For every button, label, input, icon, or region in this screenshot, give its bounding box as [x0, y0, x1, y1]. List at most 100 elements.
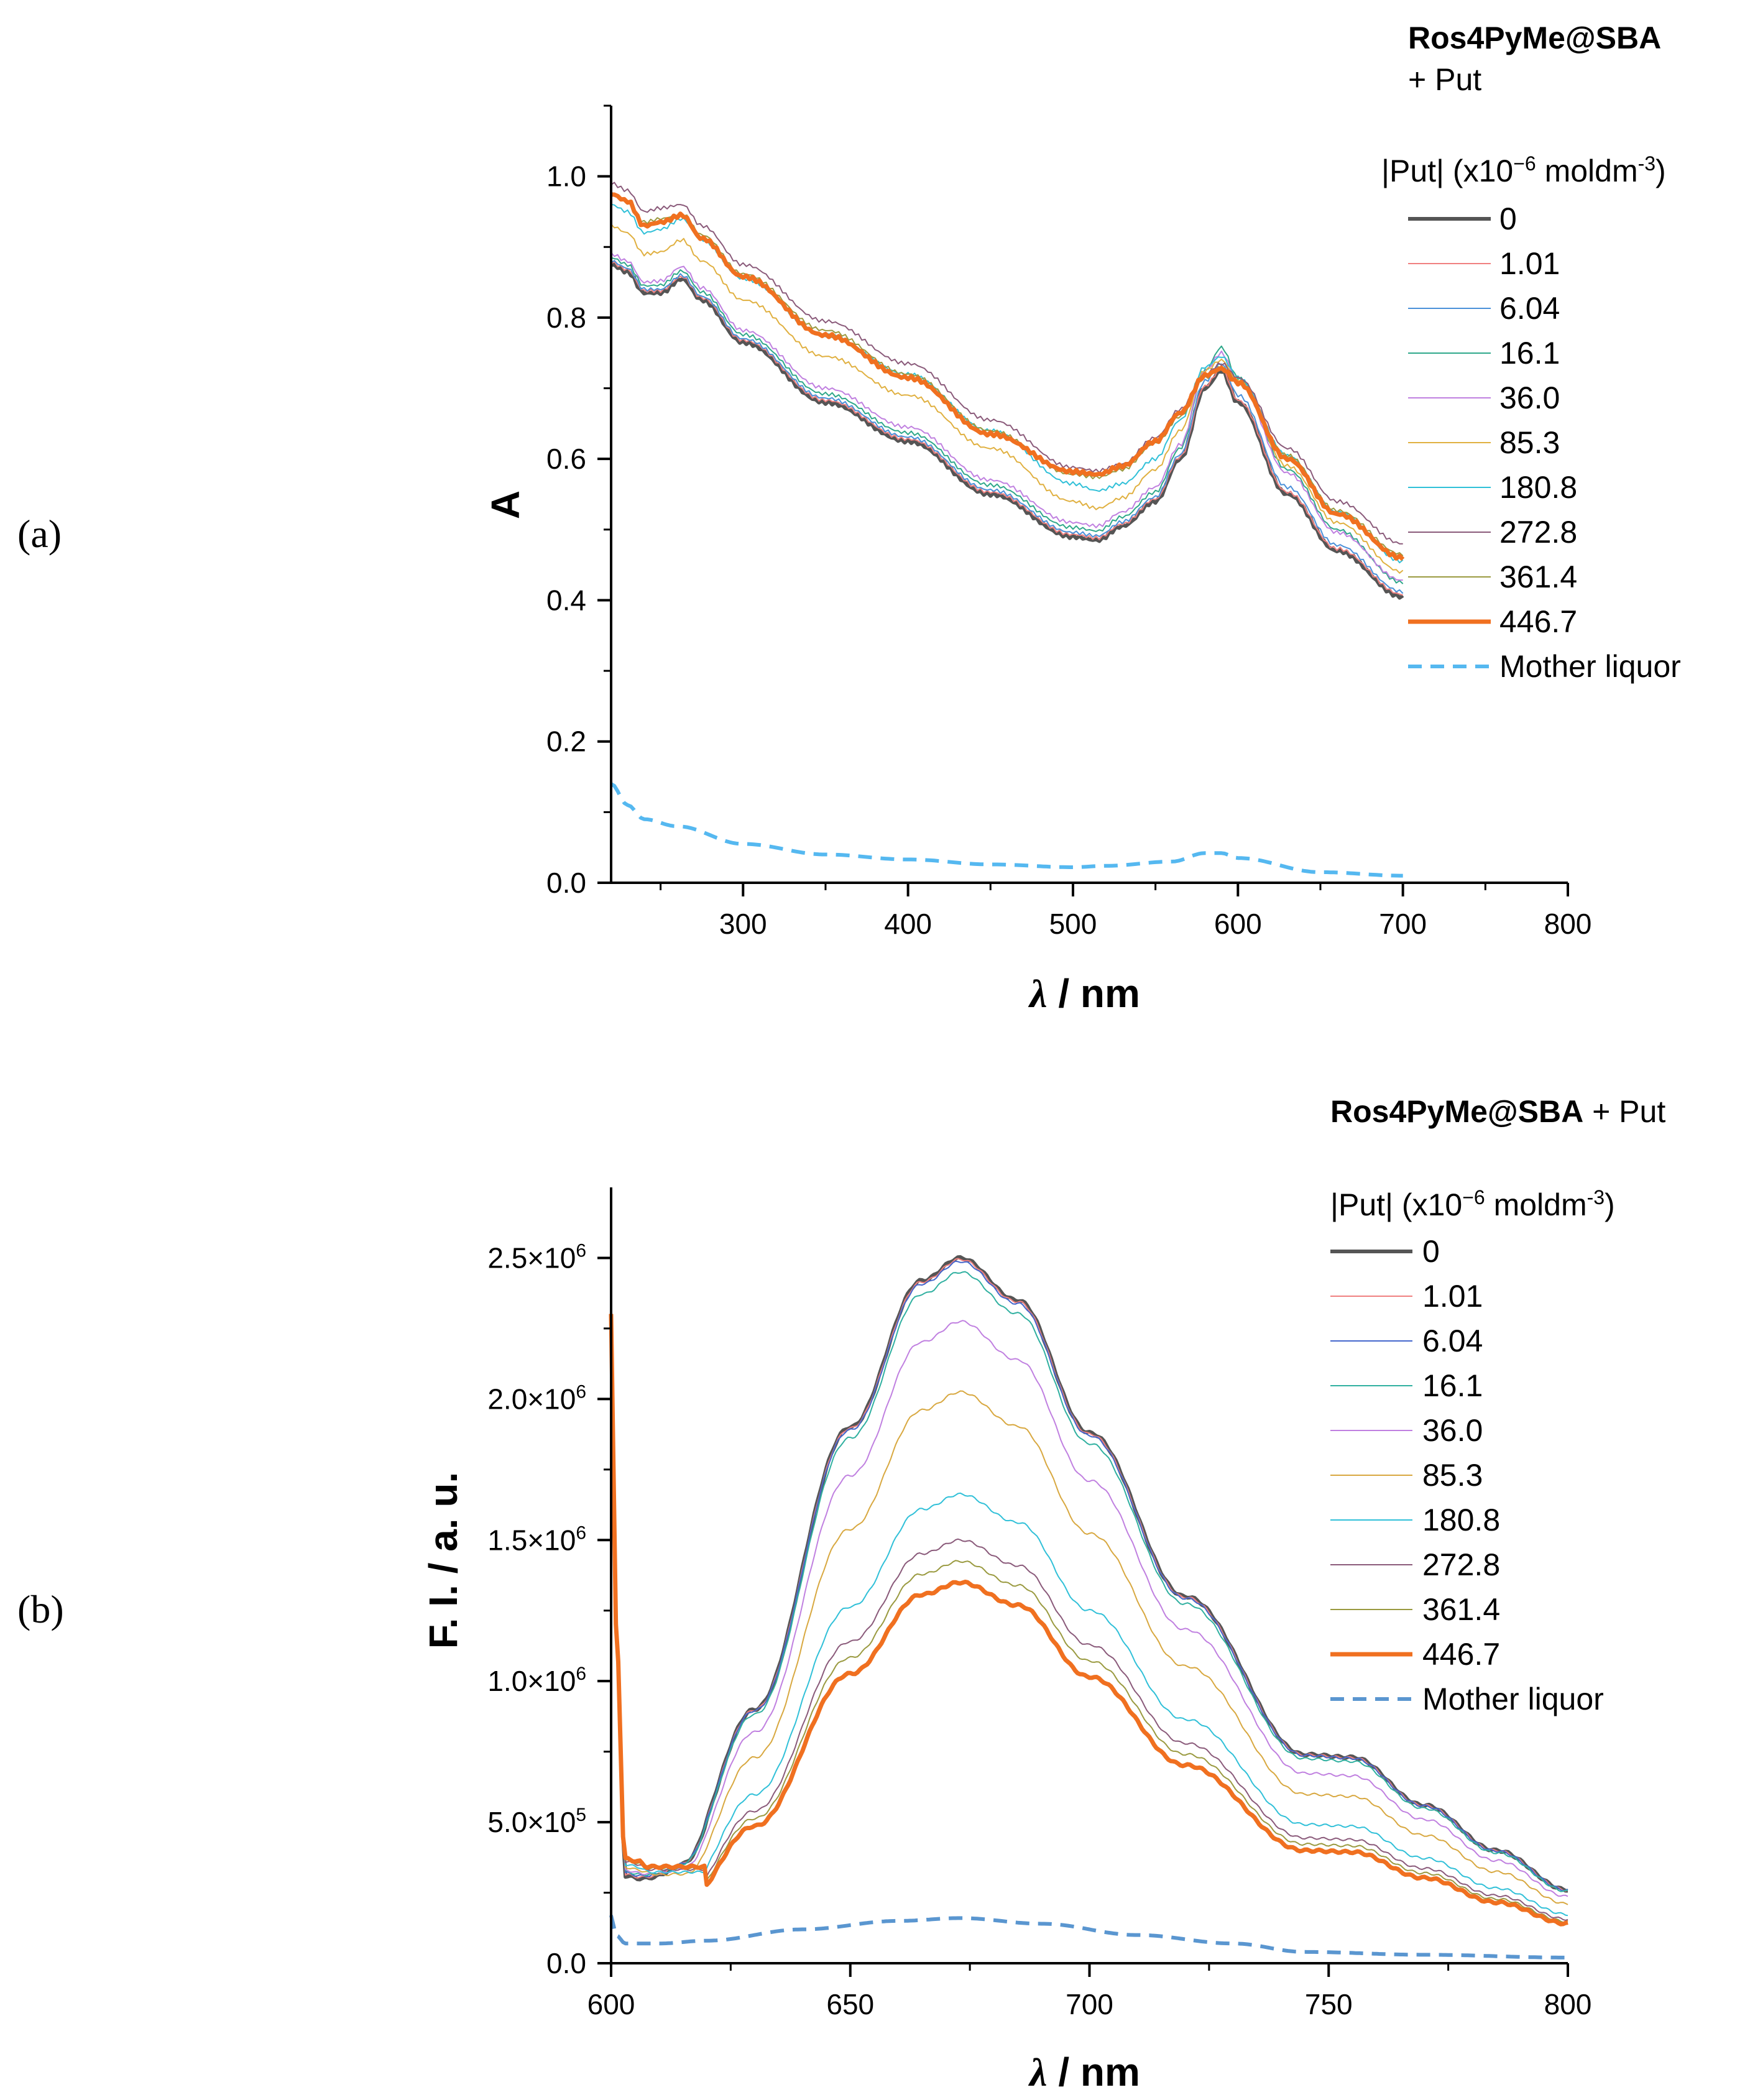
panel-b-y-tick-label: 5.0×105	[487, 1805, 586, 1838]
panel-a-legend-header-exp: −6	[1513, 152, 1536, 175]
panel-b-y-tick-label: 2.0×106	[487, 1381, 586, 1415]
panel-a-y-tick-label: 0.0	[546, 867, 586, 899]
panel-b-legend-label: 361.4	[1422, 1592, 1500, 1627]
panel-a-y-tick-label: 0.2	[546, 725, 586, 758]
panel-b-legend-header: |Put| (x10−6 moldm-3)	[1330, 1186, 1615, 1222]
panel-a-legend: 0 1.01 6.04 16.1 36.0 85.3 180.8 272.8 361.4 446.…	[1408, 201, 1681, 684]
panel-b-x-tick-label: 800	[1544, 1988, 1592, 2020]
panel-a-legend-header-exp2: -3	[1638, 152, 1656, 175]
panel-a-x-axis-unit: / nm	[1048, 971, 1140, 1016]
panel-b-series-16-1	[610, 1271, 1568, 1892]
panel-b-series-180-8	[610, 1315, 1568, 1917]
panel-a-y-axis-title: A	[483, 490, 528, 519]
panel-a-legend-label: 180.8	[1499, 470, 1577, 505]
panel-a-title-bold: Ros4PyMe@SBA	[1408, 21, 1661, 55]
panel-a-y-tick-label: 0.4	[546, 584, 586, 616]
panel-a-series-272-8	[610, 182, 1403, 545]
panel-a-plot-area	[610, 182, 1405, 878]
panel-a-legend-label: 16.1	[1499, 336, 1560, 371]
panel-a-series-6-04	[610, 260, 1404, 594]
panel-b-legend-header-exp: −6	[1462, 1186, 1485, 1209]
panel-a-y-tick-label: 0.6	[546, 443, 586, 475]
panel-a-x-axis-symbol: λ	[1028, 972, 1047, 1016]
panel-b-x-tick-label: 650	[826, 1988, 874, 2020]
panel-b: (b) 600 650 700 750 800 0.0 5.0×105 1.0×106 1.5×…	[17, 1094, 1665, 2094]
panel-b-legend-label: 16.1	[1422, 1368, 1483, 1403]
panel-b-series-85-3	[610, 1314, 1568, 1905]
panel-a-x-tick-label: 300	[719, 908, 767, 940]
panel-b-legend-label: 85.3	[1422, 1458, 1483, 1493]
panel-b-legend-label: 272.8	[1422, 1547, 1500, 1582]
panel-b-title: Ros4PyMe@SBA + Put	[1330, 1094, 1665, 1129]
panel-b-axes: 600 650 700 750 800 0.0 5.0×105 1.0×106 1.5×106 2…	[487, 1187, 1591, 2020]
panel-b-legend-label: 6.04	[1422, 1324, 1483, 1358]
panel-a-x-tick-label: 700	[1379, 908, 1427, 940]
panel-b-y-tick-label: 0.0	[546, 1947, 586, 1979]
panel-b-legend-header-prefix: |Put| (x10	[1330, 1187, 1462, 1222]
panel-b-legend-label: 1.01	[1422, 1279, 1483, 1314]
panel-a-series-1-01	[610, 260, 1403, 596]
panel-a-series-36-0	[610, 252, 1403, 581]
panel-b-y-axis-title: F. I. / a. u.	[421, 1472, 466, 1649]
panel-b-legend-header-exp2: -3	[1587, 1186, 1605, 1209]
panel-b-legend-label: 180.8	[1422, 1503, 1500, 1537]
panel-b-x-tick-label: 750	[1305, 1988, 1353, 2020]
panel-a-x-axis-title: λ / nm	[1028, 971, 1140, 1016]
panel-b-label: (b)	[17, 1587, 64, 1631]
panel-a-series-180-8	[610, 203, 1404, 564]
panel-a-axes: 300 400 500 600 700 800 0.0 0.2 0.4 0.6 0.8 1.0	[546, 104, 1592, 940]
panel-a-series-446-7	[610, 192, 1405, 561]
panel-b-title-normal: + Put	[1583, 1094, 1665, 1129]
panel-b-series-446-7	[609, 1314, 1568, 1927]
panel-a-series-85-3	[610, 223, 1404, 574]
panel-a-legend-label: 36.0	[1499, 380, 1560, 415]
panel-a-legend-label: Mother liquor	[1499, 649, 1681, 684]
panel-a-y-tick-label: 0.8	[546, 302, 586, 334]
panel-b-legend-header-suffix: )	[1605, 1187, 1615, 1222]
panel-a-x-tick-label: 800	[1544, 908, 1592, 940]
panel-a-x-tick-label: 500	[1049, 908, 1097, 940]
panel-b-series-6-04	[610, 1260, 1568, 1892]
panel-a-x-tick-label: 600	[1214, 908, 1262, 940]
panel-b-x-tick-label: 600	[587, 1988, 635, 2020]
panel-a-series-mother-liquor	[610, 782, 1403, 878]
panel-b-series-mother-liquor	[609, 1915, 1568, 1960]
panel-b-title-bold: Ros4PyMe@SBA	[1330, 1094, 1583, 1129]
panel-a: (a) 300 400 500 600 700 800 0.0 0.2 0.4 0.6 0.8 1.0…	[17, 21, 1681, 1016]
panel-b-x-axis-symbol: λ	[1028, 2050, 1047, 2094]
panel-b-legend-label: 36.0	[1422, 1413, 1483, 1448]
panel-a-legend-header-suffix: )	[1656, 154, 1666, 188]
panel-a-legend-label: 0	[1499, 201, 1517, 236]
panel-b-legend: 0 1.01 6.04 16.1 36.0 85.3 180.8 272.8 361.4 446.…	[1330, 1234, 1604, 1716]
panel-a-title-normal: + Put	[1408, 62, 1481, 97]
panel-b-x-axis-title: λ / nm	[1028, 2050, 1140, 2094]
panel-b-series-272-8	[610, 1315, 1568, 1921]
panel-a-legend-header: |Put| (x10−6 moldm-3)	[1381, 152, 1666, 188]
panel-a-series-16-1	[610, 257, 1404, 584]
panel-b-series-36-0	[610, 1313, 1568, 1897]
panel-a-legend-label: 6.04	[1499, 291, 1560, 326]
panel-b-x-tick-label: 700	[1066, 1988, 1113, 2020]
panel-b-legend-header-mid: moldm	[1485, 1187, 1587, 1222]
panel-b-series-361-4	[610, 1315, 1568, 1923]
panel-a-y-tick-label: 1.0	[546, 160, 586, 193]
panel-a-series-361-4	[610, 192, 1404, 556]
panel-a-series-0	[610, 262, 1404, 600]
panel-a-legend-header-mid: moldm	[1536, 154, 1638, 188]
panel-b-legend-label: 0	[1422, 1234, 1440, 1269]
panel-b-y-tick-label: 1.0×106	[487, 1664, 586, 1697]
panel-a-legend-label: 272.8	[1499, 515, 1577, 550]
panel-b-legend-label: Mother liquor	[1422, 1682, 1604, 1716]
panel-a-legend-header-prefix: |Put| (x10	[1381, 154, 1513, 188]
panel-b-legend-label: 446.7	[1422, 1637, 1500, 1672]
panel-a-legend-label: 446.7	[1499, 604, 1577, 639]
panel-a-legend-label: 361.4	[1499, 560, 1577, 594]
panel-b-y-tick-label: 1.5×106	[487, 1522, 586, 1556]
panel-b-y-tick-label: 2.5×106	[487, 1240, 586, 1274]
panel-b-plot-area	[609, 1255, 1568, 1960]
panel-a-legend-label: 1.01	[1499, 246, 1560, 281]
panel-a-legend-label: 85.3	[1499, 425, 1560, 460]
panel-a-label: (a)	[17, 512, 62, 556]
panel-a-x-tick-label: 400	[884, 908, 932, 940]
